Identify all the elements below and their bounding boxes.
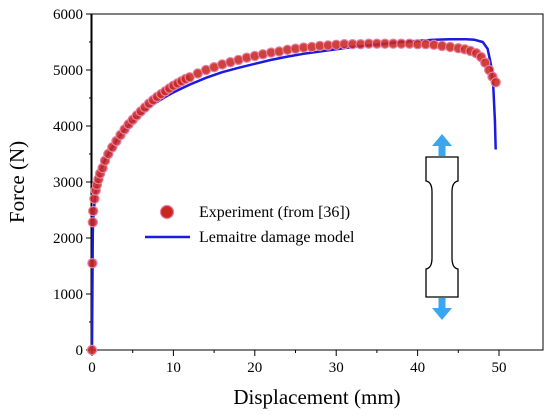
y-tick-label: 4000	[53, 119, 83, 135]
legend-experiment-marker	[159, 204, 175, 220]
experiment-point	[274, 46, 285, 57]
pull-arrow-up-icon	[432, 134, 452, 156]
legend-model-label: Lemaitre damage model	[199, 229, 355, 246]
specimen-outline	[425, 156, 459, 298]
plot-frame	[90, 13, 544, 351]
pull-arrow-down-icon	[432, 298, 452, 320]
y-tick-label: 2000	[53, 231, 83, 247]
dogbone-tensile-specimen-icon	[425, 134, 459, 320]
x-tick-label: 50	[492, 360, 507, 376]
legend: Experiment (from [36]) Lemaitre damage m…	[145, 204, 355, 246]
experiment-point	[89, 193, 100, 204]
x-axis-title: Displacement (mm)	[233, 385, 400, 409]
x-tick-label: 20	[247, 360, 262, 376]
experiment-point	[87, 205, 99, 217]
experiment-point	[490, 77, 501, 88]
y-axis-title: Force (N)	[5, 141, 29, 223]
experiment-point	[87, 258, 98, 269]
experiment-point	[87, 217, 99, 228]
legend-experiment-label: Experiment (from [36])	[199, 204, 350, 221]
experiment-point	[86, 344, 98, 356]
y-tick-label: 1000	[53, 287, 83, 303]
axes: 0 10 20 30 40 50 0 1000 2000 3000 4000 5000 6000	[53, 7, 507, 376]
y-tick-label: 5000	[53, 63, 83, 79]
x-tick-label: 0	[88, 360, 96, 376]
y-tick-label: 0	[76, 343, 84, 359]
experiment-point	[184, 72, 195, 83]
y-tick-label: 6000	[53, 7, 83, 23]
x-tick-label: 10	[166, 360, 181, 376]
y-tick-label: 3000	[53, 175, 83, 191]
x-tick-label: 40	[410, 360, 425, 376]
experiment-point	[257, 49, 269, 60]
experiment-series	[86, 38, 501, 356]
x-tick-label: 30	[329, 360, 344, 376]
